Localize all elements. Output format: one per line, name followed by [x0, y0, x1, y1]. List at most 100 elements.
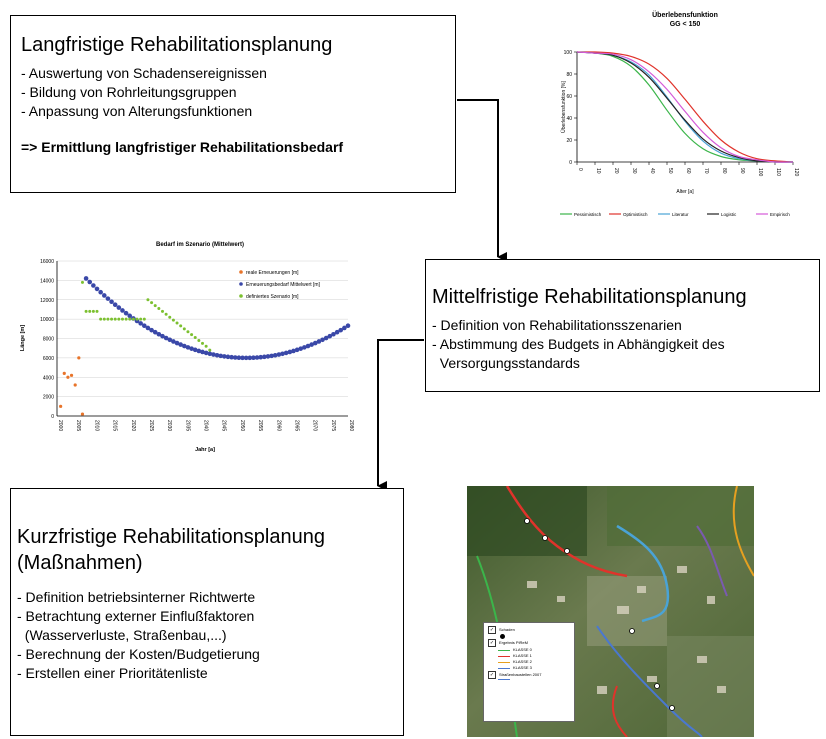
scenario-need-point [218, 353, 223, 359]
long-term-item: - Anpassung von Alterungsfunktionen [21, 103, 253, 119]
scenario-need-point [287, 349, 293, 355]
scenario-need-point [323, 335, 329, 341]
scenario-x-tick-label: 2070 [312, 420, 318, 431]
scenario-y-tick-label: 2000 [43, 395, 54, 401]
scenario-x-tick-label: 2055 [257, 420, 263, 431]
scenario-need-point [83, 276, 89, 281]
survival-legend-label: Logistic [721, 212, 737, 217]
legend-ergebnis-label: Ergebnis PiReM [499, 640, 528, 645]
scenario-need-point [225, 354, 231, 360]
scenario-need-point [192, 347, 198, 353]
scenario-need-point [265, 354, 271, 359]
scenario-defined-point [117, 317, 121, 321]
legend-class-row: KLASSE 3 [488, 665, 570, 671]
scenario-real-point [62, 371, 66, 375]
scenario-need-point [298, 346, 304, 351]
scenario-need-point [316, 339, 322, 344]
arrow-mid-to-short [377, 339, 424, 491]
survival-x-tick-label: 110 [775, 168, 781, 176]
scenario-defined-point [131, 317, 135, 321]
survival-y-tick-label: 100 [564, 50, 573, 56]
legend-class-label: KLASSE 1 [513, 653, 532, 658]
scenario-need-point [160, 333, 165, 339]
scenario-need-point [294, 347, 300, 353]
scenario-legend-marker [239, 282, 243, 286]
scenario-need-point [109, 299, 114, 305]
scenario-x-tick-label: 2060 [275, 420, 281, 431]
scenario-legend-label: reale Erneuerungen [m] [246, 270, 299, 276]
class-line-icon [498, 655, 510, 657]
scenario-need-point [222, 354, 227, 359]
survival-x-tick-label: 0 [577, 168, 583, 171]
survival-x-tick-label: 60 [685, 168, 691, 174]
scenario-y-tick-label: 14000 [40, 278, 54, 284]
legend-schaden-label: Schaden [499, 627, 515, 632]
checkbox-icon: ✓ [488, 639, 496, 647]
long-term-item: - Bildung von Rohrleitungsgruppen [21, 84, 237, 100]
short-term-item: - Betrachtung externer Einflußfaktoren (… [17, 608, 255, 643]
scenario-need-point [236, 355, 242, 361]
scenario-need-point [345, 323, 351, 329]
legend-schaden-row: ✓ Schaden [488, 626, 570, 634]
scenario-need-point [178, 342, 183, 347]
legend-strassen-row: ✓ Straßenbaustellen 2007 [488, 671, 570, 679]
scenario-y-tick-label: 10000 [40, 317, 54, 323]
survival-x-tick-label: 30 [631, 168, 637, 174]
scenario-need-point [189, 346, 194, 351]
scenario-need-point [334, 329, 340, 335]
legend-class-label: KLASSE 0 [513, 647, 532, 652]
scenario-need-point [167, 337, 173, 343]
legend-class-row: KLASSE 0 [488, 647, 570, 653]
scenario-defined-point [99, 317, 103, 321]
scenario-defined-point [120, 317, 124, 321]
scenario-defined-point [179, 324, 183, 328]
scenario-need-point [283, 350, 289, 356]
survival-x-tick-label: 50 [667, 168, 673, 174]
scenario-need-point [309, 342, 314, 347]
scenario-x-tick-label: 2020 [130, 420, 136, 431]
survival-series-line [576, 51, 794, 163]
scenario-defined-point [106, 317, 110, 321]
scenario-need-point [262, 354, 267, 360]
scenario-x-tick-label: 2040 [203, 420, 209, 431]
scenario-defined-point [204, 344, 208, 348]
scenario-defined-point [171, 318, 175, 322]
scenario-need-point [174, 340, 180, 346]
mid-term-item: - Abstimmung des Budgets in Abhängigkeit… [432, 336, 725, 371]
legend-schaden-symbol-row [488, 634, 570, 639]
scenario-defined-point [150, 301, 154, 305]
long-term-planning-box: Langfristige Rehabilitationsplanung - Au… [10, 15, 456, 193]
scenario-y-tick-label: 0 [51, 414, 54, 420]
scenario-x-tick-label: 2010 [93, 420, 99, 431]
scenario-x-tick-label: 2080 [348, 420, 354, 431]
scenario-need-point [305, 343, 311, 349]
scenario-defined-point [190, 333, 194, 337]
mid-term-item: - Definition von Rehabilitationsszenarie… [432, 317, 682, 333]
scenario-legend-label: Erneuerungsbedarf Mittelwert [m] [246, 282, 321, 288]
scenario-need-point [240, 355, 245, 361]
scenario-need-point [269, 353, 274, 359]
scenario-need-point [320, 337, 325, 343]
scenario-real-point [77, 356, 81, 360]
scenario-need-point [91, 283, 96, 288]
scenario-need-point [338, 327, 344, 333]
scenario-defined-point [186, 330, 190, 334]
scenario-need-point [207, 351, 213, 357]
scenario-need-point [156, 331, 162, 337]
scenario-x-tick-label: 2035 [184, 420, 190, 431]
scenario-defined-point [201, 341, 204, 345]
survival-x-tick-label: 80 [721, 168, 727, 174]
survival-chart-subtitle: GG < 150 [670, 21, 701, 28]
scenario-y-tick-label: 12000 [40, 298, 54, 304]
scenario-need-point [112, 302, 118, 307]
scenario-defined-point [142, 317, 146, 321]
scenario-x-tick-label: 2000 [57, 420, 63, 431]
legend-strassen-label: Straßenbaustellen 2007 [499, 672, 542, 677]
scenario-x-tick-label: 2050 [239, 420, 245, 431]
legend-ergebnis-row: ✓ Ergebnis PiReM [488, 639, 570, 647]
scenario-defined-point [160, 309, 164, 313]
scenario-y-axis-label: Länge [m] [20, 325, 26, 351]
scenario-need-point [87, 279, 93, 285]
survival-y-tick-label: 0 [569, 160, 572, 166]
